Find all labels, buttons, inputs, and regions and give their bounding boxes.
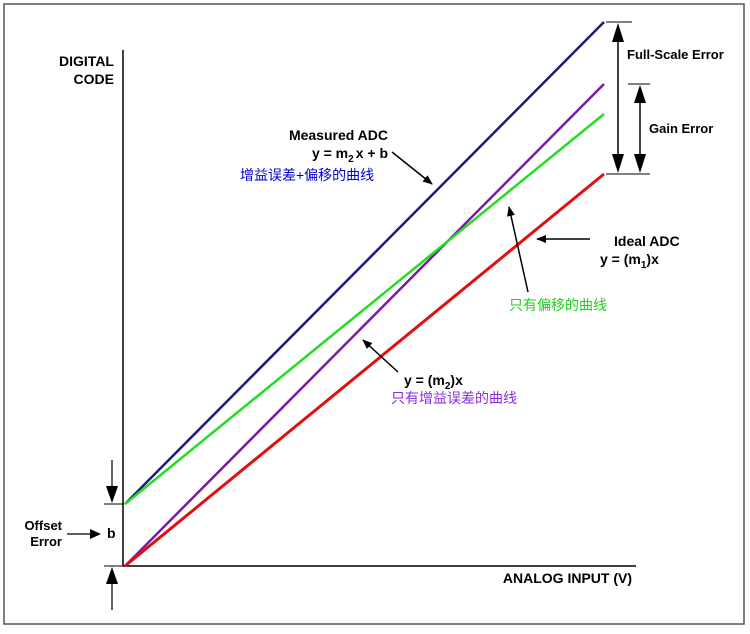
gain-error-label: Gain Error	[649, 121, 713, 136]
offset-up-arrow-icon	[106, 567, 118, 584]
ideal-adc-line	[124, 172, 605, 568]
offset-error-label-line1: Offset	[24, 518, 62, 533]
offset-label-arrow-icon	[90, 529, 101, 539]
measured-adc-equation: y = m2 x + b	[312, 145, 388, 165]
gain-error-up-arrow-icon	[634, 85, 646, 103]
measured-adc-title: Measured ADC	[289, 127, 388, 143]
gain-error-down-arrow-icon	[634, 154, 646, 173]
offset-symbol: b	[107, 525, 116, 541]
measured-adc-chinese-caption: 增益误差+偏移的曲线	[240, 167, 374, 183]
outer-border	[3, 3, 745, 625]
measured-adc-line	[124, 21, 605, 505]
gain-only-chinese-caption: 只有增益误差的曲线	[391, 390, 517, 406]
y-axis-label-line1: DIGITAL	[59, 53, 114, 69]
offset-down-arrow-icon	[106, 486, 118, 503]
offset-error-label-line2: Error	[30, 534, 62, 549]
offset-only-pointer-arrow	[507, 206, 529, 293]
x-axis-label: ANALOG INPUT (V)	[503, 570, 632, 586]
full-scale-up-arrow-icon	[612, 23, 624, 42]
measured-adc-pointer-arrow	[391, 151, 433, 185]
full-scale-down-arrow-icon	[612, 154, 624, 173]
gain-only-equation: y = (m2)x	[404, 372, 463, 392]
offset-only-line	[124, 113, 605, 505]
gain-only-line	[124, 83, 605, 567]
y-axis-label-line2: CODE	[74, 71, 114, 87]
gain-only-pointer-arrow	[362, 339, 399, 373]
full-scale-error-label: Full-Scale Error	[627, 47, 724, 62]
offset-only-chinese-caption: 只有偏移的曲线	[509, 297, 607, 313]
ideal-adc-title: Ideal ADC	[614, 233, 680, 249]
ideal-adc-equation: y = (m1)x	[600, 251, 659, 271]
